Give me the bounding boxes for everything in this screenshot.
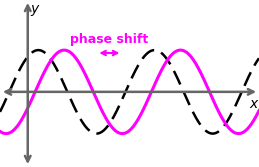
Text: x: x: [249, 97, 257, 111]
Text: phase shift: phase shift: [70, 33, 148, 45]
Text: y: y: [31, 2, 39, 16]
